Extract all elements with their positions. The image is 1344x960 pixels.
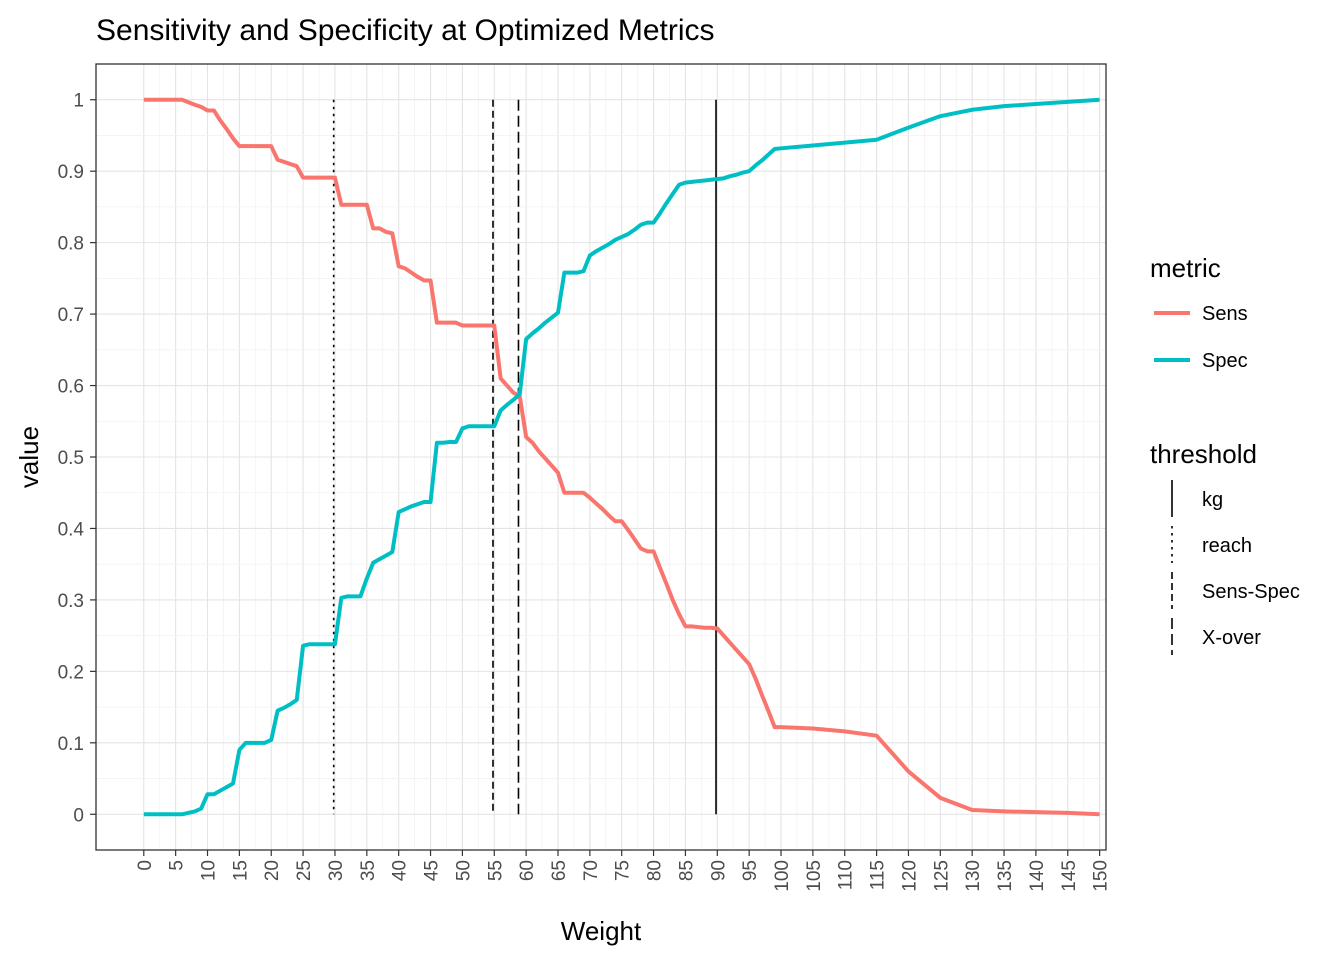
legend-label-sens: Sens: [1202, 303, 1248, 325]
y-axis-title: value: [14, 426, 44, 488]
y-tick-label: 0.8: [58, 234, 84, 255]
y-tick-label: 0.5: [58, 448, 84, 469]
threshold-lines: [332, 99, 717, 815]
y-tick-label: 0.7: [58, 305, 84, 326]
x-axis: 0 5 10 15 20 25 30 35 40 45 50 55 60 65 70 75 80 85 90 95 10…: [135, 850, 1112, 892]
legend-label-x-over: X-over: [1202, 627, 1261, 649]
series-line-sens: [143, 97, 1100, 817]
x-tick-label: 140: [1027, 860, 1048, 892]
y-tick-label: 0.1: [58, 734, 84, 755]
x-tick-label: 125: [931, 860, 952, 892]
legend-label-sens-spec: Sens-Spec: [1202, 581, 1300, 603]
x-axis-title: Weight: [561, 916, 642, 946]
x-tick-label: 145: [1059, 860, 1080, 892]
x-tick-label: 15: [230, 860, 251, 881]
x-tick-label: 95: [740, 860, 761, 881]
chart-title: Sensitivity and Specificity at Optimized…: [96, 14, 715, 47]
x-tick-label: 5: [167, 860, 188, 871]
legend-label-spec: Spec: [1202, 350, 1248, 372]
x-tick-label: 35: [358, 860, 379, 881]
x-tick-label: 115: [868, 860, 889, 890]
x-tick-label: 40: [390, 860, 411, 881]
x-tick-label: 20: [262, 860, 283, 881]
y-axis: 0 0.1 0.2 0.3 0.4 0.5 0.6 0.7 0.8 0.9 1: [58, 91, 96, 826]
x-tick-label: 150: [1091, 860, 1112, 892]
x-tick-label: 120: [899, 860, 920, 892]
x-tick-label: 50: [453, 860, 474, 881]
y-tick-label: 0.2: [58, 662, 84, 683]
legend-metric-title: metric: [1150, 253, 1221, 283]
x-tick-label: 85: [676, 860, 697, 881]
x-tick-label: 65: [549, 860, 570, 881]
legend-label-kg: kg: [1202, 489, 1223, 511]
x-tick-label: 55: [485, 860, 506, 881]
x-tick-label: 135: [995, 860, 1016, 892]
x-tick-label: 10: [199, 860, 220, 881]
grid: [96, 63, 1106, 851]
x-tick-label: 45: [422, 860, 443, 881]
legend-threshold: threshold kg reach Sens-Spec X-over: [1150, 439, 1300, 655]
legend-metric: metric Sens Spec: [1150, 253, 1248, 372]
y-tick-label: 0.4: [58, 519, 85, 540]
x-tick-label: 75: [613, 860, 634, 881]
x-tick-label: 70: [581, 860, 602, 881]
series-line-spec: [143, 97, 1100, 817]
y-tick-label: 1: [73, 91, 84, 112]
x-tick-label: 30: [326, 860, 347, 881]
x-tick-label: 60: [517, 860, 538, 881]
series-lines: [143, 97, 1100, 817]
legend-label-reach: reach: [1202, 535, 1252, 557]
x-tick-label: 110: [836, 860, 857, 890]
y-tick-label: 0: [73, 805, 84, 826]
x-tick-label: 90: [708, 860, 729, 881]
legend-threshold-title: threshold: [1150, 439, 1257, 469]
y-tick-label: 0.6: [58, 377, 84, 398]
x-tick-label: 130: [963, 860, 984, 892]
x-tick-label: 100: [772, 860, 793, 892]
x-tick-label: 80: [645, 860, 666, 881]
y-tick-label: 0.9: [58, 162, 84, 183]
x-tick-label: 25: [294, 860, 315, 881]
x-tick-label: 105: [804, 860, 825, 892]
y-tick-label: 0.3: [58, 591, 84, 612]
x-tick-label: 0: [135, 860, 156, 871]
